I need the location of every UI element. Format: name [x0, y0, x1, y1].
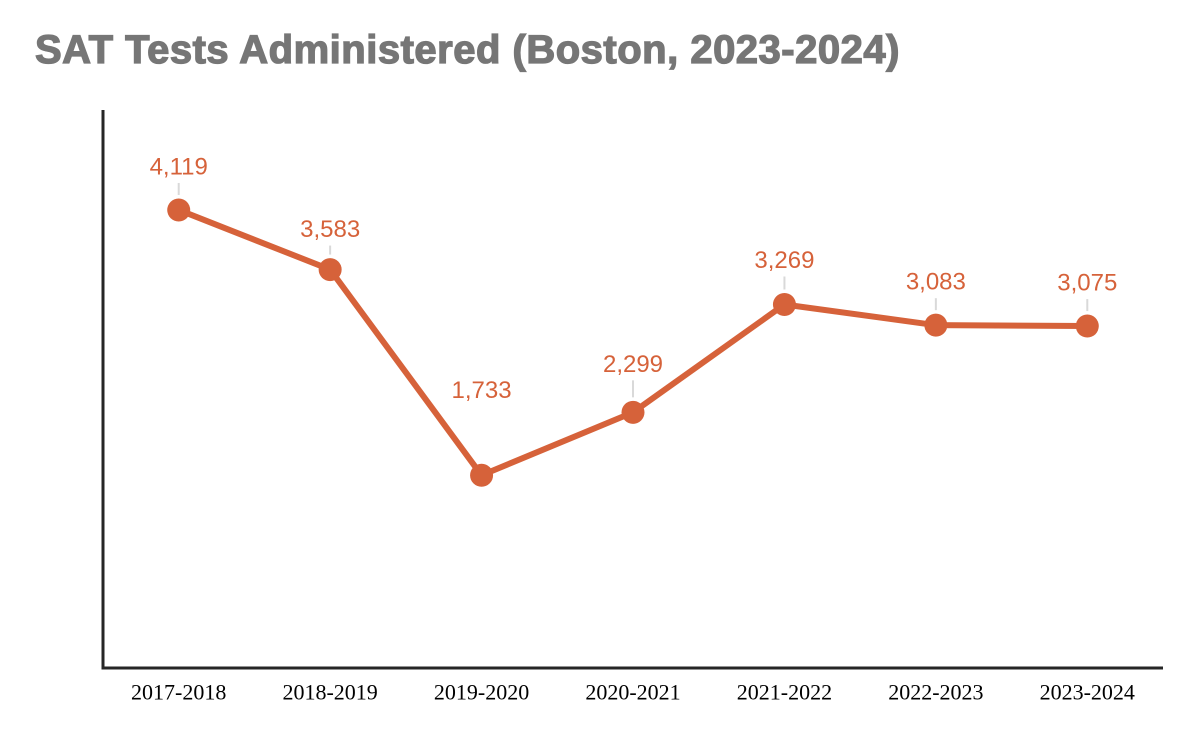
data-point-2020-2021 [621, 400, 645, 424]
x-tick-label-2018-2019: 2018-2019 [282, 680, 377, 705]
x-tick-label-2021-2022: 2021-2022 [737, 680, 832, 705]
x-tick-label-2020-2021: 2020-2021 [585, 680, 680, 705]
series-line [175, 206, 1091, 479]
data-point-2022-2023 [924, 313, 948, 337]
data-label-2022-2023: 3,083 [906, 269, 966, 296]
data-label-2023-2024: 3,075 [1057, 270, 1117, 297]
data-point-2017-2018 [167, 198, 191, 222]
x-tick-label-2017-2018: 2017-2018 [131, 680, 226, 705]
data-label-2020-2021: 2,299 [603, 351, 663, 378]
data-label-2017-2018: 4,119 [150, 153, 208, 180]
chart-title: SAT Tests Administered (Boston, 2023-202… [34, 27, 900, 72]
data-label-2021-2022: 3,269 [754, 247, 814, 274]
data-point-2023-2024 [1075, 314, 1099, 338]
x-tick-label-2022-2023: 2022-2023 [888, 680, 983, 705]
x-tick-label-2023-2024: 2023-2024 [1040, 680, 1135, 705]
data-label-2019-2020: 1,733 [452, 377, 512, 404]
data-point-2021-2022 [772, 292, 796, 316]
x-tick-label-2019-2020: 2019-2020 [434, 680, 529, 705]
data-point-2019-2020 [470, 463, 494, 487]
data-point-2018-2019 [318, 258, 342, 282]
data-label-2018-2019: 3,583 [300, 216, 360, 243]
